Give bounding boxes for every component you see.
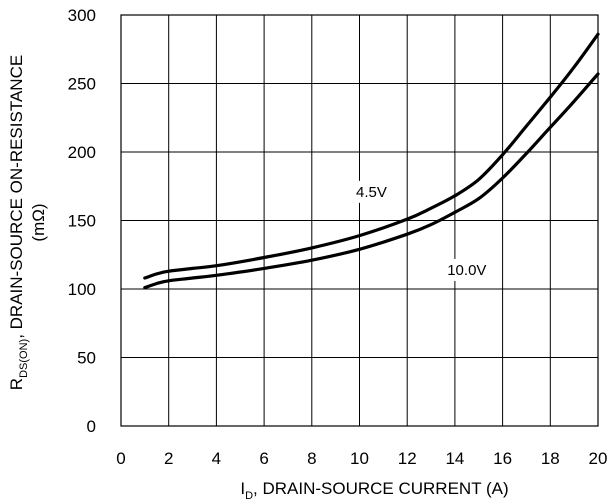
y-tick-label: 50 <box>77 349 96 368</box>
y-tick-label: 300 <box>68 6 96 25</box>
y-tick-label: 0 <box>87 417 96 436</box>
x-axis-title-main: I <box>240 479 245 498</box>
annotation-bg <box>348 180 395 203</box>
x-tick-label: 20 <box>589 449 608 468</box>
y-axis-title-sub: DS(ON) <box>18 339 30 378</box>
annotations: 4.5V 10.0V <box>348 180 495 281</box>
y-tick-labels: 0 50 100 150 200 250 300 <box>68 6 96 436</box>
x-axis-title: ID, DRAIN-SOURCE CURRENT (A) <box>240 479 508 502</box>
y-axis-title-rest: , DRAIN-SOURCE ON-RESISTANCE <box>7 55 26 339</box>
x-axis-title-sub: D <box>245 490 253 502</box>
y-axis-title: RDS(ON), DRAIN-SOURCE ON-RESISTANCE (mΩ) <box>7 55 48 390</box>
y-axis-unit: (mΩ) <box>29 203 48 241</box>
y-tick-label: 250 <box>68 75 96 94</box>
x-tick-label: 12 <box>398 449 417 468</box>
x-axis-title-rest: , DRAIN-SOURCE CURRENT (A) <box>253 479 509 498</box>
y-tick-label: 100 <box>68 280 96 299</box>
x-tick-label: 6 <box>259 449 268 468</box>
y-tick-label: 200 <box>68 143 96 162</box>
x-tick-label: 10 <box>350 449 369 468</box>
series-line-0 <box>143 32 600 280</box>
annotation-bg <box>439 258 495 281</box>
x-tick-label: 18 <box>541 449 560 468</box>
grid <box>120 14 599 427</box>
x-tick-label: 0 <box>116 449 125 468</box>
y-axis-title-line1: RDS(ON), DRAIN-SOURCE ON-RESISTANCE <box>7 55 30 390</box>
x-tick-label: 4 <box>212 449 221 468</box>
x-tick-label: 16 <box>493 449 512 468</box>
x-tick-labels: 0 2 4 6 8 10 12 14 16 18 20 <box>116 449 607 468</box>
y-axis-title-main: R <box>7 378 26 390</box>
x-tick-label: 2 <box>164 449 173 468</box>
series-line-1 <box>143 72 600 290</box>
x-tick-label: 14 <box>445 449 464 468</box>
series-annotation-1: 10.0V <box>447 262 486 279</box>
plot-frame <box>120 14 599 427</box>
x-tick-label: 8 <box>307 449 316 468</box>
series-annotation-0: 4.5V <box>356 184 387 201</box>
series-layer <box>143 32 600 290</box>
y-tick-label: 150 <box>68 212 96 231</box>
